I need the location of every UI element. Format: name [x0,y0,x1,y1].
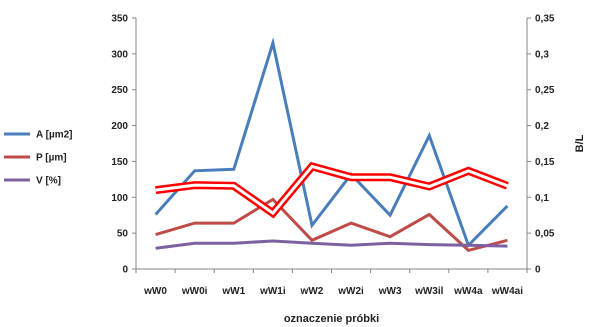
legend-label: A [µm2] [36,130,73,141]
x-tick-label: wW1i [259,286,286,297]
right-axis-title: B/L [574,134,586,152]
left-tick-label: 0 [122,265,128,276]
series-point [506,245,508,247]
right-tick-label: 0 [535,265,541,276]
x-tick-label: wW4ai [491,286,523,297]
right-tick-label: 0,2 [535,121,549,132]
series-point [389,214,391,216]
x-axis-title: oznaczenie próbki [284,313,379,325]
x-tick-label: wW0i [181,286,208,297]
series-point [428,243,430,245]
right-axis-ticks: 0 0,05 0,1 0,15 0,2 0,25 0,3 0,35 [527,14,555,276]
right-tick-label: 0,25 [535,85,555,96]
series-point [428,213,430,215]
x-tick-label: wW2 [300,286,324,297]
series-point [311,224,313,226]
series-point [193,242,195,244]
left-tick-label: 100 [111,193,128,204]
series-point [428,134,430,136]
series-point [389,236,391,238]
series-point [467,244,469,246]
series-point [506,185,508,187]
series-point [154,247,156,249]
series-point [154,233,156,235]
series-point [233,222,235,224]
series-layer [154,37,509,253]
x-tick-label: wW3il [414,286,444,297]
x-tick-label: wW1 [221,286,245,297]
right-tick-label: 0,1 [535,193,549,204]
x-tick-label: wW3 [378,286,402,297]
left-tick-label: 350 [111,14,128,25]
series-point [233,242,235,244]
series-point [389,176,391,178]
right-tick-label: 0,3 [535,49,549,60]
series-line-2 [155,197,508,253]
series-point [193,170,195,172]
series-point [350,222,352,224]
series-point [311,165,313,167]
series-point [272,212,274,214]
series-point [272,42,274,44]
left-tick-label: 50 [117,229,129,240]
series-point [350,176,352,178]
series-point [467,249,469,251]
series-point [506,205,508,207]
series-line-inner [155,164,508,216]
right-tick-label: 0,05 [535,229,555,240]
right-tick-label: 0,15 [535,157,555,168]
series-point [154,189,156,191]
left-tick-label: 300 [111,49,128,60]
left-tick-label: 150 [111,157,128,168]
series-point [193,184,195,186]
x-tick-label: wW2i [337,286,364,297]
legend-label: V [%] [36,176,61,187]
series-line-1 [154,37,509,249]
series-point [428,185,430,187]
series-line-3 [155,239,508,250]
x-tick-label: wW4a [453,286,483,297]
series-point [154,213,156,215]
x-tick-label: wW0 [143,286,167,297]
series-point [467,170,469,172]
series-point [233,185,235,187]
series-point [350,244,352,246]
legend-label: P [µm] [36,153,67,164]
series-point [193,222,195,224]
left-axis-ticks: 0 50 100 150 200 250 300 350 [111,14,136,276]
series-point [506,239,508,241]
series-point [233,168,235,170]
left-tick-label: 200 [111,121,128,132]
legend: A [µm2] P [µm] V [%] [4,130,73,187]
series-point [389,242,391,244]
series-point [272,240,274,242]
series-point [272,198,274,200]
left-tick-label: 250 [111,85,128,96]
series-point [311,242,313,244]
series-point [311,239,313,241]
right-tick-label: 0,35 [535,14,555,25]
x-axis-ticks: wW0 wW0i wW1 wW1i wW2 wW2i wW3 wW3il wW4a wW4ai [135,269,528,297]
